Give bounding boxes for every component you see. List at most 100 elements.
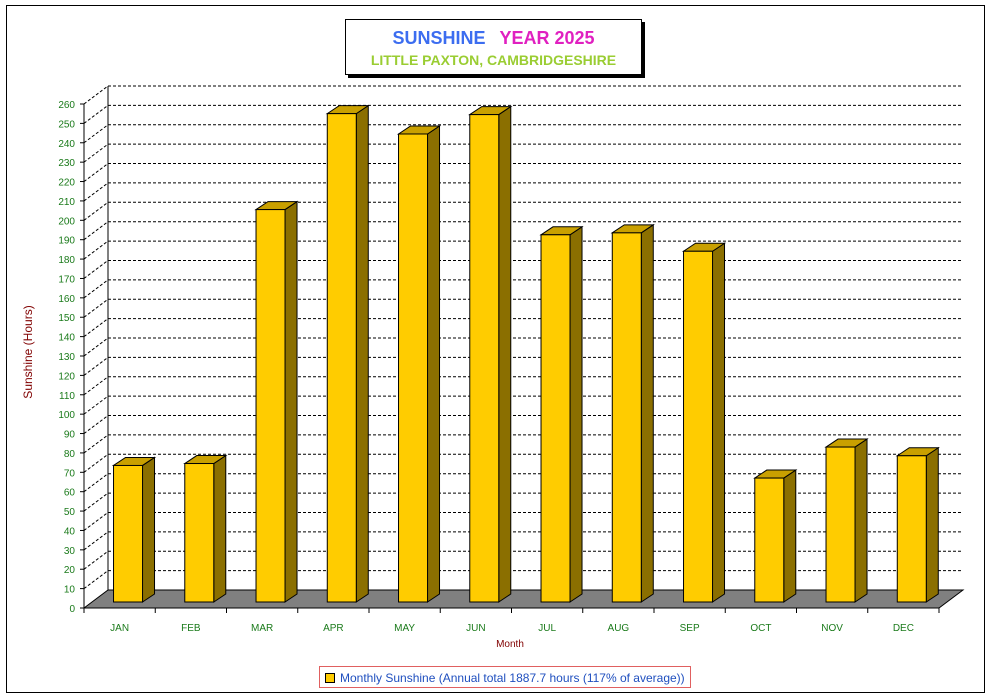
chart-title: SUNSHINE YEAR 2025 (346, 28, 641, 49)
bar-side-mar (284, 200, 298, 603)
y-tick-label: 120 (58, 371, 75, 382)
gridline-side (83, 376, 109, 396)
y-tick-label: 110 (59, 391, 75, 402)
gridline-side (83, 337, 109, 357)
gridline-side (83, 240, 109, 260)
gridline-side (83, 415, 109, 434)
gridline-side (83, 124, 109, 144)
y-tick-label: 60 (64, 488, 76, 499)
bar-oct (754, 477, 785, 603)
y-tick-label: 0 (69, 604, 75, 615)
bar-feb (184, 463, 215, 603)
y-tick-label: 130 (58, 352, 75, 363)
bar-side-aug (640, 223, 654, 603)
gridline-side (83, 104, 109, 124)
gridline-side (83, 570, 109, 590)
bar-side-apr (355, 104, 369, 603)
bar-nov (825, 446, 856, 603)
gridline-side (83, 473, 109, 493)
x-tick-label-nov: NOV (821, 623, 843, 634)
x-tick-label-apr: APR (323, 623, 344, 634)
bar-aug (611, 232, 642, 603)
gridline-side (83, 143, 109, 163)
bar-jan (113, 464, 144, 603)
chart-subtitle: LITTLE PAXTON, CAMBRIDGESHIRE (370, 52, 617, 68)
bar-side-feb (213, 454, 227, 603)
x-tick-label-oct: OCT (750, 623, 771, 634)
gridline-side (83, 298, 109, 318)
bar-side-may (427, 125, 441, 603)
legend: Monthly Sunshine (Annual total 1887.7 ho… (319, 666, 691, 688)
bar-apr (326, 113, 357, 603)
y-tick-label: 140 (58, 333, 75, 344)
y-tick-label: 160 (58, 294, 75, 305)
title-part-2: YEAR 2025 (499, 28, 595, 48)
y-tick-label: 190 (58, 236, 75, 247)
bar-mar (255, 209, 286, 603)
x-tick-label-jul: JUL (538, 623, 556, 634)
y-tick-label: 100 (58, 410, 75, 421)
title-box: SUNSHINE YEAR 2025 LITTLE PAXTON, CAMBRID… (345, 19, 642, 75)
y-tick-label: 170 (58, 274, 75, 285)
y-axis-label: Sunshine (Hours) (21, 305, 35, 399)
gridline-side (83, 163, 109, 182)
y-tick-label: 80 (64, 449, 76, 460)
bar-side-dec (925, 446, 939, 603)
y-tick-label: 180 (58, 255, 75, 266)
x-tick-label-mar: MAR (251, 623, 273, 634)
y-tick-label: 30 (64, 546, 76, 557)
gridline-side (83, 318, 109, 338)
y-tick-label: 50 (64, 507, 76, 518)
gridline-side (83, 356, 109, 376)
x-tick-label-feb: FEB (181, 623, 201, 634)
legend-label: Monthly Sunshine (Annual total 1887.7 ho… (340, 671, 685, 685)
y-tick-label: 70 (64, 468, 76, 479)
y-tick-label: 230 (58, 158, 75, 169)
y-tick-label: 240 (58, 139, 75, 150)
bar-side-jun (498, 105, 512, 603)
y-tick-label: 200 (58, 216, 75, 227)
gridline-side (83, 512, 109, 531)
y-tick-label: 10 (64, 585, 76, 596)
bar-side-jul (569, 225, 583, 603)
y-tick-label: 260 (58, 100, 75, 111)
y-tick-label: 90 (64, 430, 76, 441)
bar-side-oct (783, 469, 797, 603)
x-axis-label: Month (496, 639, 524, 650)
gridline-side (83, 531, 109, 551)
x-tick-label-aug: AUG (608, 623, 630, 634)
bar-sep (683, 250, 714, 603)
gridline-side (83, 182, 109, 202)
y-tick-label: 40 (64, 526, 76, 537)
x-tick-label-sep: SEP (680, 623, 700, 634)
gridline-side (83, 434, 109, 454)
gridline-side (83, 85, 109, 105)
gridline-side (83, 279, 109, 299)
bar-side-jan (142, 456, 156, 603)
y-tick-label: 250 (58, 119, 75, 130)
x-tick-label-jan: JAN (110, 623, 129, 634)
y-tick-label: 150 (58, 313, 75, 324)
y-tick-label: 220 (58, 178, 75, 189)
x-tick-label-dec: DEC (893, 623, 914, 634)
bar-dec (896, 455, 927, 603)
y-tick-label: 210 (58, 197, 75, 208)
bar-side-nov (854, 438, 868, 603)
gridline-side (83, 201, 109, 221)
bar-jul (540, 234, 571, 603)
y-tick-label: 20 (64, 565, 76, 576)
bar-side-sep (712, 242, 726, 603)
gridline-side (83, 453, 109, 473)
gridline-side (83, 260, 109, 279)
gridline-side (83, 550, 109, 570)
gridline-side (83, 492, 109, 512)
bar-may (398, 133, 429, 603)
x-tick-label-may: MAY (394, 623, 415, 634)
gridline-side (83, 395, 109, 415)
legend-swatch (325, 673, 335, 683)
title-part-1: SUNSHINE (392, 28, 486, 48)
gridline-side (83, 221, 109, 241)
x-tick-label-jun: JUN (466, 623, 485, 634)
bar-jun (469, 114, 500, 603)
